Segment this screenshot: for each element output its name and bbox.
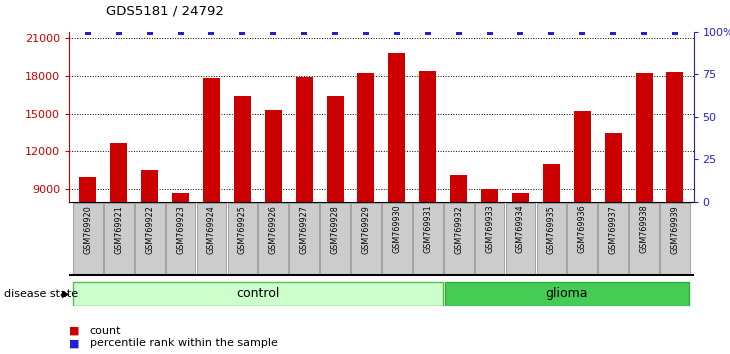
Bar [296,77,312,202]
Text: GSM769931: GSM769931 [423,205,432,253]
Bar [629,203,659,275]
Text: ■: ■ [69,326,80,336]
Bar [110,143,127,202]
Text: count: count [90,326,121,336]
Bar [445,282,688,306]
Text: GSM769933: GSM769933 [485,205,494,253]
Text: ■: ■ [69,338,80,348]
Bar [326,96,344,202]
Text: GSM769939: GSM769939 [670,205,680,253]
Bar [73,282,442,306]
Text: GSM769920: GSM769920 [83,205,93,253]
Bar [258,203,288,275]
Text: GSM769923: GSM769923 [176,205,185,253]
Bar [166,203,196,275]
Text: glioma: glioma [545,287,588,300]
Text: GSM769937: GSM769937 [609,205,618,253]
Text: disease state: disease state [4,289,78,299]
Text: GSM769926: GSM769926 [269,205,278,253]
Bar [196,203,226,275]
Bar [73,203,103,275]
Bar [135,203,164,275]
Bar [512,193,529,202]
Bar [141,170,158,202]
Bar [320,203,350,275]
Bar [636,73,653,202]
Text: GSM769936: GSM769936 [577,205,587,253]
Text: percentile rank within the sample: percentile rank within the sample [90,338,277,348]
Text: GSM769921: GSM769921 [115,205,123,253]
Bar [382,203,412,275]
Bar [234,96,251,202]
Bar [419,71,437,202]
Bar [537,203,566,275]
Bar [358,73,374,202]
Bar [450,175,467,202]
Text: GSM769928: GSM769928 [331,205,339,253]
Text: GSM769935: GSM769935 [547,205,556,253]
Bar [666,72,683,202]
Text: GSM769930: GSM769930 [392,205,402,253]
Bar [104,203,134,275]
Bar [388,53,405,202]
Text: control: control [236,287,280,300]
Text: ▶: ▶ [62,289,69,299]
Bar [80,177,96,202]
Bar [172,193,189,202]
Bar [228,203,257,275]
Text: GSM769922: GSM769922 [145,205,154,253]
Bar [543,164,560,202]
Bar [444,203,474,275]
Bar [481,189,498,202]
Bar [413,203,442,275]
Text: GDS5181 / 24792: GDS5181 / 24792 [106,5,223,18]
Bar [599,203,628,275]
Text: GSM769934: GSM769934 [516,205,525,253]
Bar [351,203,381,275]
Text: GSM769927: GSM769927 [300,205,309,253]
Bar [567,203,597,275]
Bar [574,111,591,202]
Bar [660,203,690,275]
Text: GSM769938: GSM769938 [639,205,648,253]
Bar [265,110,282,202]
Bar [474,203,504,275]
Bar [604,132,622,202]
Text: GSM769929: GSM769929 [361,205,371,253]
Bar [203,79,220,202]
Bar [289,203,319,275]
Text: GSM769932: GSM769932 [454,205,463,253]
Text: GSM769924: GSM769924 [207,205,216,253]
Bar [506,203,535,275]
Text: GSM769925: GSM769925 [238,205,247,253]
